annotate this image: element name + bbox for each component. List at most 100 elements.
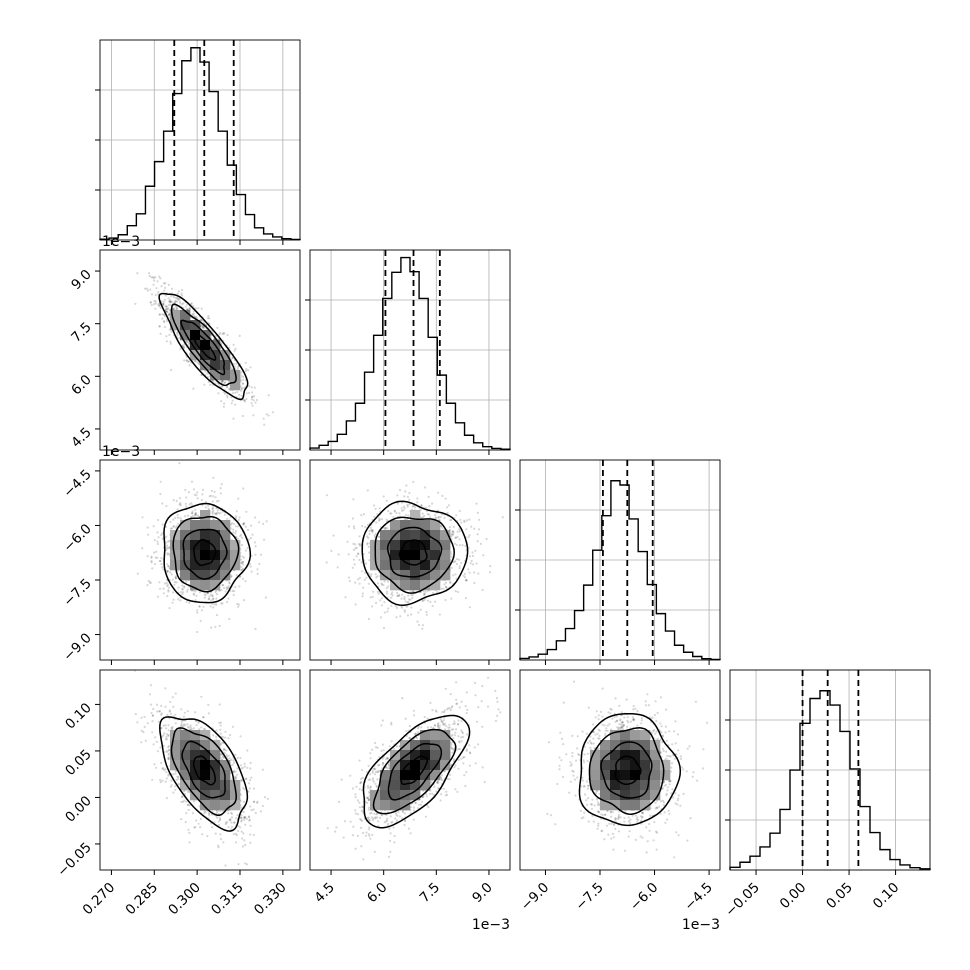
sample-point xyxy=(336,566,339,569)
sample-point xyxy=(250,398,253,401)
sample-point xyxy=(228,582,231,585)
sample-point xyxy=(154,276,157,279)
sample-point xyxy=(173,307,176,310)
sample-point xyxy=(400,507,403,510)
sample-point xyxy=(252,414,255,417)
sample-point xyxy=(439,524,442,528)
sample-point xyxy=(219,721,223,724)
sample-point xyxy=(175,300,178,303)
density-cell xyxy=(180,320,191,331)
sample-point xyxy=(240,565,243,569)
sample-point xyxy=(223,381,226,384)
density-cell xyxy=(420,580,431,591)
sample-point xyxy=(352,558,355,561)
sample-point xyxy=(458,509,461,513)
density-cell xyxy=(400,550,411,561)
density-cell xyxy=(170,540,181,551)
sample-point xyxy=(201,493,204,496)
sample-point xyxy=(227,597,230,600)
sample-point xyxy=(163,319,166,323)
sample-point xyxy=(177,777,180,781)
sample-point xyxy=(382,495,385,498)
sample-point xyxy=(378,507,381,510)
density-cell xyxy=(390,560,401,571)
sample-point xyxy=(233,821,236,824)
sample-point xyxy=(174,577,178,580)
sample-point xyxy=(161,502,164,505)
density-cell xyxy=(440,560,451,571)
density-cell xyxy=(390,550,401,561)
sample-point xyxy=(360,514,363,517)
sample-point xyxy=(186,514,189,517)
sample-point xyxy=(215,512,218,515)
sample-point xyxy=(372,504,376,507)
sample-point xyxy=(482,554,485,557)
sample-point xyxy=(180,591,183,594)
sample-point xyxy=(159,587,162,590)
sample-point xyxy=(470,525,473,528)
sample-point xyxy=(230,402,233,405)
sample-point xyxy=(192,310,195,313)
sample-point xyxy=(244,370,247,373)
sample-point xyxy=(202,605,205,608)
sample-point xyxy=(177,298,180,301)
sample-point xyxy=(263,538,266,541)
sample-point xyxy=(245,863,249,866)
sample-point xyxy=(200,498,203,502)
sample-point xyxy=(450,553,453,556)
sample-point xyxy=(183,585,186,588)
sample-point xyxy=(377,535,380,538)
sample-point xyxy=(150,556,153,559)
sample-point xyxy=(169,520,172,524)
sample-point xyxy=(235,525,238,528)
sample-point xyxy=(458,565,461,568)
sample-point xyxy=(241,414,245,418)
sample-point xyxy=(166,308,169,311)
sample-point xyxy=(167,590,170,593)
sample-point xyxy=(186,308,189,311)
sample-point xyxy=(235,362,238,365)
sample-point xyxy=(403,609,406,612)
sample-point xyxy=(168,709,171,712)
density-cell xyxy=(230,560,241,571)
sample-point xyxy=(240,814,243,817)
sample-point xyxy=(412,480,415,483)
sample-point xyxy=(425,506,428,509)
sample-point xyxy=(146,555,149,558)
sample-point xyxy=(228,388,231,391)
sample-point xyxy=(366,543,369,546)
sample-point xyxy=(159,778,162,782)
sample-point xyxy=(185,600,188,603)
sample-point xyxy=(218,721,221,724)
sample-point xyxy=(194,359,197,363)
sample-point xyxy=(174,576,177,579)
sample-point xyxy=(217,820,220,823)
sample-point xyxy=(163,315,167,318)
sample-point xyxy=(199,619,202,623)
sample-point xyxy=(407,594,410,597)
sample-point xyxy=(385,590,388,593)
sample-point xyxy=(242,556,246,559)
sample-point xyxy=(237,603,240,606)
sample-point xyxy=(456,536,459,539)
sample-point xyxy=(450,535,453,538)
sample-point xyxy=(166,570,169,573)
sample-point xyxy=(351,566,354,569)
sample-point xyxy=(174,577,177,580)
sample-point xyxy=(248,819,251,822)
sample-point xyxy=(239,764,243,767)
sample-point xyxy=(359,543,362,546)
sample-point xyxy=(447,504,451,507)
sample-point xyxy=(242,375,245,379)
sample-point xyxy=(371,595,374,599)
sample-point xyxy=(469,562,472,565)
sample-point xyxy=(163,321,166,324)
sample-point xyxy=(356,552,360,555)
sample-point xyxy=(390,512,393,515)
sample-point xyxy=(200,695,203,698)
sample-point xyxy=(168,300,171,303)
sample-point xyxy=(158,304,161,307)
sample-point xyxy=(145,287,149,290)
sample-point xyxy=(240,820,243,823)
sample-point xyxy=(358,582,361,585)
